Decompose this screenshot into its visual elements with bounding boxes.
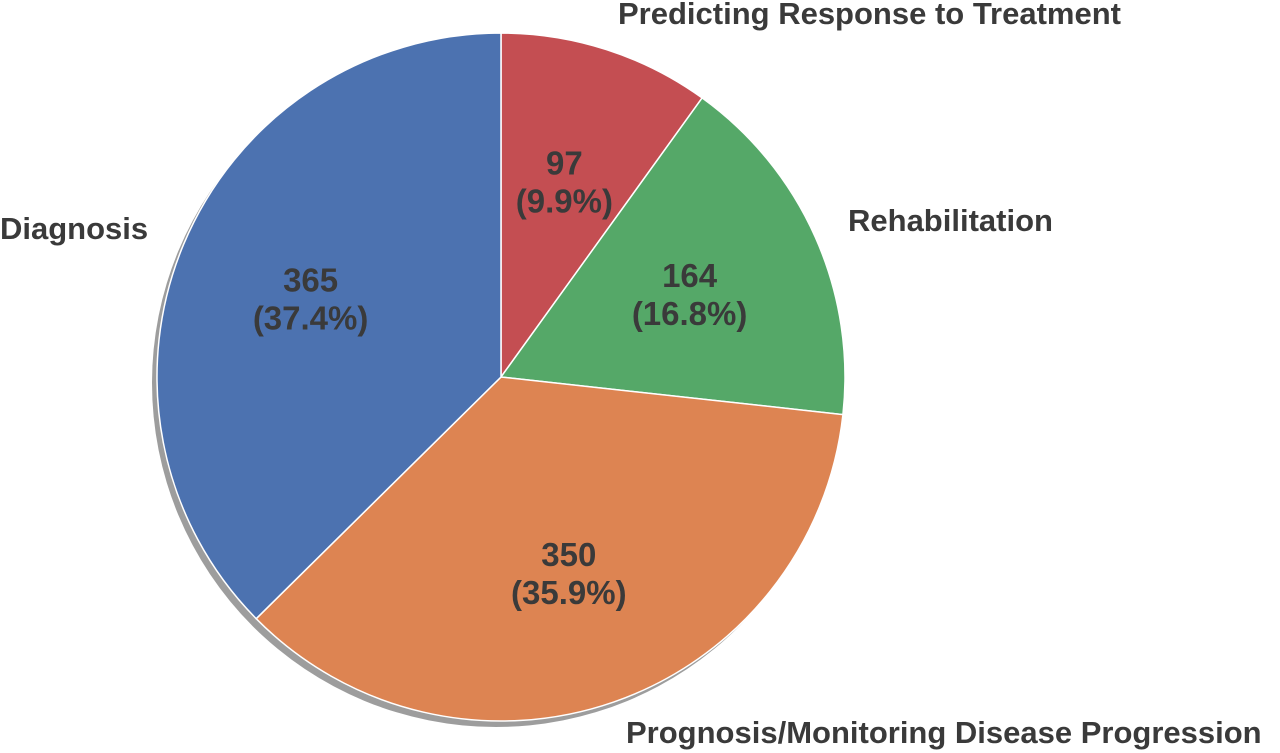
pie-slices (156, 32, 846, 722)
slice-category-label: Rehabilitation (848, 203, 1053, 238)
slice-percent-label: (16.8%) (632, 295, 748, 332)
slice-percent-label: (9.9%) (516, 183, 613, 220)
slice-category-label: Predicting Response to Treatment (618, 0, 1121, 31)
pie-slice-predicting-response-to-treatment (500, 32, 703, 378)
slice-value-label: 97 (546, 145, 583, 182)
pie-slice-rehabilitation (500, 97, 846, 416)
pie-slice-diagnosis (156, 32, 502, 620)
slice-value-label: 350 (541, 536, 596, 573)
slice-value-label: 164 (662, 257, 718, 294)
slice-percent-label: (35.9%) (511, 574, 627, 611)
slice-category-label: Prognosis/Monitoring Disease Progression (626, 715, 1262, 750)
slice-value-label: 365 (283, 261, 338, 298)
slice-category-label: Diagnosis (0, 211, 148, 246)
slice-percent-label: (37.4%) (253, 299, 369, 336)
pie-slice-prognosis-monitoring-disease-progression (255, 376, 844, 722)
